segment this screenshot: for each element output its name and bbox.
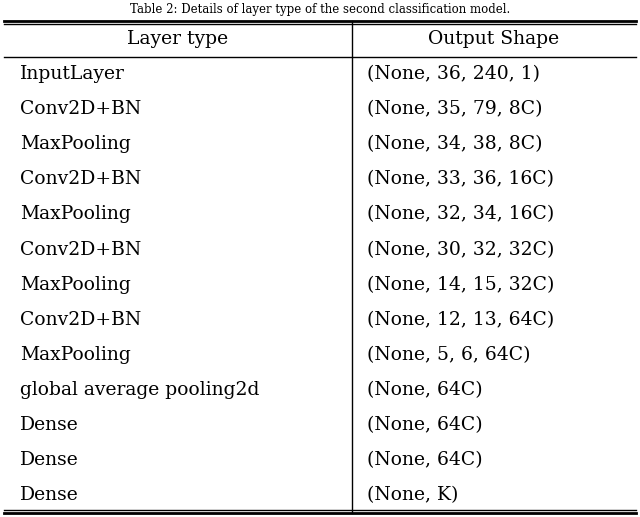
Text: Dense: Dense	[20, 486, 79, 504]
Text: MaxPooling: MaxPooling	[20, 276, 131, 294]
Text: (None, K): (None, K)	[367, 486, 459, 504]
Text: (None, 12, 13, 64C): (None, 12, 13, 64C)	[367, 311, 555, 329]
Text: Conv2D+BN: Conv2D+BN	[20, 240, 141, 258]
Text: Dense: Dense	[20, 416, 79, 434]
Text: (None, 33, 36, 16C): (None, 33, 36, 16C)	[367, 171, 554, 188]
Text: Conv2D+BN: Conv2D+BN	[20, 311, 141, 329]
Text: global average pooling2d: global average pooling2d	[20, 381, 259, 399]
Text: (None, 64C): (None, 64C)	[367, 451, 483, 469]
Text: (None, 30, 32, 32C): (None, 30, 32, 32C)	[367, 240, 555, 258]
Text: (None, 64C): (None, 64C)	[367, 416, 483, 434]
Text: Conv2D+BN: Conv2D+BN	[20, 171, 141, 188]
Text: (None, 35, 79, 8C): (None, 35, 79, 8C)	[367, 100, 543, 118]
Text: Layer type: Layer type	[127, 30, 228, 48]
Text: (None, 64C): (None, 64C)	[367, 381, 483, 399]
Text: Output Shape: Output Shape	[428, 30, 559, 48]
Text: MaxPooling: MaxPooling	[20, 346, 131, 364]
Text: (None, 32, 34, 16C): (None, 32, 34, 16C)	[367, 205, 555, 223]
Text: Dense: Dense	[20, 451, 79, 469]
Text: InputLayer: InputLayer	[20, 65, 125, 83]
Text: Conv2D+BN: Conv2D+BN	[20, 100, 141, 118]
Text: MaxPooling: MaxPooling	[20, 205, 131, 223]
Text: Table 2: Details of layer type of the second classification model.: Table 2: Details of layer type of the se…	[130, 3, 510, 16]
Text: (None, 5, 6, 64C): (None, 5, 6, 64C)	[367, 346, 531, 364]
Text: (None, 14, 15, 32C): (None, 14, 15, 32C)	[367, 276, 555, 294]
Text: (None, 34, 38, 8C): (None, 34, 38, 8C)	[367, 135, 543, 153]
Text: MaxPooling: MaxPooling	[20, 135, 131, 153]
Text: (None, 36, 240, 1): (None, 36, 240, 1)	[367, 65, 540, 83]
